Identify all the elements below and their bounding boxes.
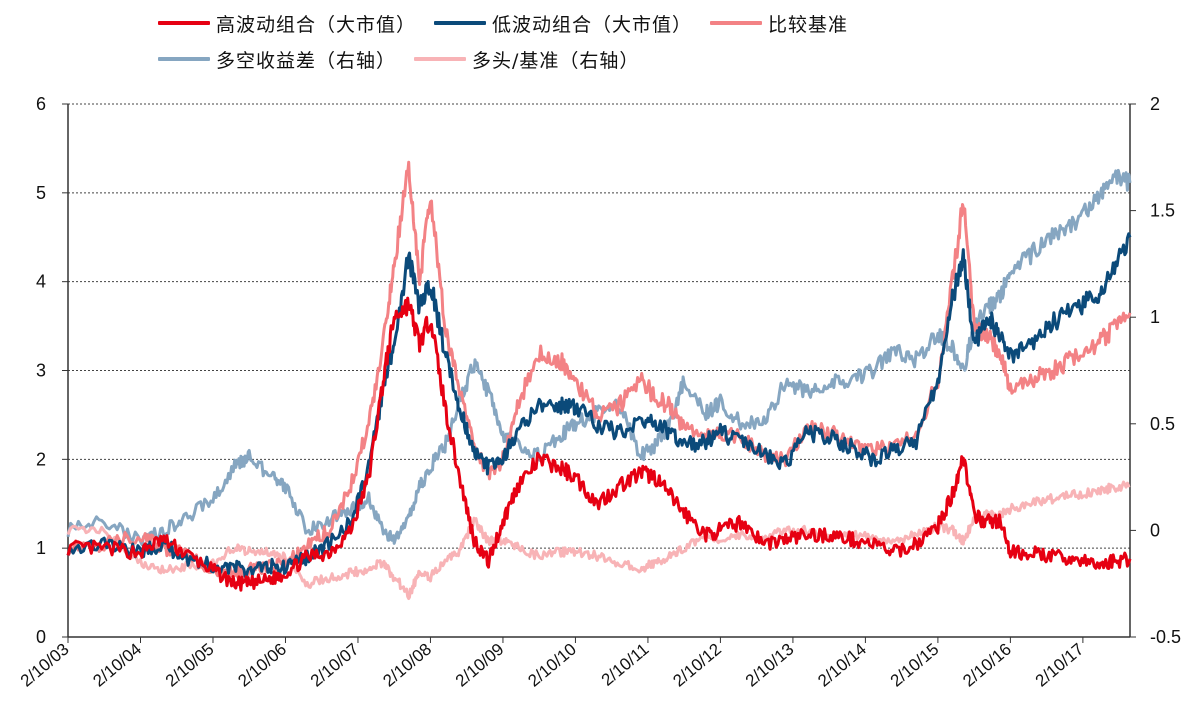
legend-item-benchmark: 比较基准: [710, 10, 848, 37]
legend-label-long-benchmark: 多头/基准（右轴）: [472, 49, 640, 72]
series-line-1: [66, 232, 1132, 578]
legend-swatch-long-short: [158, 57, 210, 61]
legend-row-1: 高波动组合（大市值） 低波动组合（大市值） 比较基准: [158, 8, 866, 38]
series-line-4: [66, 480, 1131, 600]
legend-swatch-long-benchmark: [414, 57, 467, 61]
x-tick-label: 2/10/08: [379, 640, 435, 691]
left-tick-label: 2: [36, 449, 46, 469]
x-tick-label: 2/10/13: [742, 640, 798, 691]
right-tick-label: 0.5: [1150, 414, 1175, 434]
series-line-2: [66, 160, 1132, 579]
right-tick-label: 1.5: [1150, 201, 1175, 221]
x-tick-label: 2/10/05: [162, 640, 218, 691]
x-tick-label: 2/10/15: [887, 640, 943, 691]
left-tick-label: 5: [36, 183, 46, 203]
x-tick-label: 2/10/11: [598, 640, 653, 690]
left-tick-label: 1: [36, 538, 46, 558]
right-tick-label: 1: [1150, 307, 1160, 327]
legend-swatch-high-vol: [158, 21, 210, 25]
legend: 高波动组合（大市值） 低波动组合（大市值） 比较基准 多空收益差（右轴） 多头/…: [158, 8, 1158, 78]
left-tick-label: 6: [36, 94, 46, 114]
legend-item-long-short: 多空收益差（右轴）: [158, 46, 396, 73]
legend-label-long-short: 多空收益差（右轴）: [216, 49, 397, 72]
x-tick-label: 2/10/12: [669, 640, 725, 691]
x-tick-label: 2/10/06: [234, 640, 290, 691]
x-tick-label: 2/10/04: [89, 640, 145, 691]
axes: [62, 103, 1136, 643]
legend-item-long-benchmark: 多头/基准（右轴）: [414, 46, 639, 73]
right-tick-label: -0.5: [1150, 627, 1181, 647]
x-tick-label: 2/10/07: [307, 640, 363, 691]
legend-row-2: 多空收益差（右轴） 多头/基准（右轴）: [158, 44, 657, 74]
legend-swatch-benchmark: [710, 21, 763, 25]
left-tick-label: 4: [36, 272, 46, 292]
legend-label-high-vol: 高波动组合（大市值）: [216, 13, 417, 36]
legend-item-low-vol: 低波动组合（大市值）: [434, 10, 692, 37]
legend-swatch-low-vol: [434, 21, 487, 25]
x-tick-label: 2/10/17: [1032, 640, 1088, 691]
x-tick-label: 2/10/03: [17, 640, 73, 691]
legend-label-benchmark: 比较基准: [768, 13, 849, 36]
series-line-0: [66, 296, 1132, 592]
left-tick-label: 3: [36, 361, 46, 381]
legend-label-low-vol: 低波动组合（大市值）: [492, 13, 693, 36]
tick-labels: 0 1 2 3 4 5 6 -0.5 0 0.5 1 1.5 2 2/10/03 2/10/04 2/10/0…: [17, 94, 1181, 691]
right-tick-label: 2: [1150, 94, 1160, 114]
x-tick-label: 2/10/10: [524, 640, 580, 691]
series-group: [66, 160, 1132, 600]
right-tick-label: 0: [1150, 520, 1160, 540]
left-tick-label: 0: [36, 627, 46, 647]
x-tick-label: 2/10/14: [814, 640, 870, 691]
legend-item-high-vol: 高波动组合（大市值）: [158, 10, 416, 37]
x-tick-label: 2/10/09: [452, 640, 508, 691]
x-tick-label: 2/10/16: [959, 640, 1015, 691]
